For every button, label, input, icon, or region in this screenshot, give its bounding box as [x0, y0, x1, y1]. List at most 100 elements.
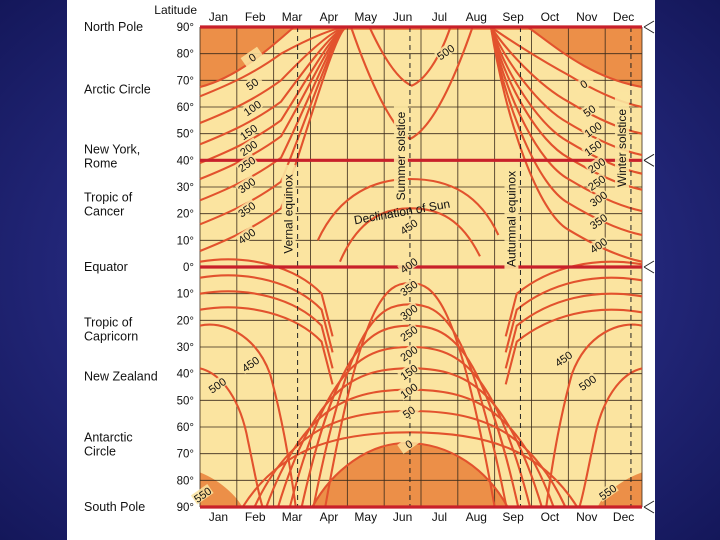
contour-line: [199, 25, 348, 146]
latitude-tick-label: 90°: [177, 22, 194, 34]
month-label-top: Dec: [613, 10, 634, 24]
slide: 0 50 100 150 200 250 300 350 400 500 450 400 350 300 2…: [67, 0, 655, 540]
contour-line: [199, 25, 348, 124]
event-label-text: Summer solstice: [394, 111, 408, 200]
event-label: Autumnal equinox: [504, 165, 519, 269]
month-label-bottom: Jun: [393, 510, 412, 524]
month-label-bottom: Feb: [245, 510, 266, 524]
contour-line: [489, 26, 643, 263]
latitude-tick-label: 10°: [177, 235, 194, 247]
contour-label-text: 50: [244, 76, 261, 93]
contour-line: [545, 323, 643, 508]
contour-line: [316, 177, 500, 241]
month-label-top: Jan: [209, 10, 228, 24]
month-label-top: Jul: [432, 10, 447, 24]
month-label-bottom: Oct: [541, 510, 560, 524]
pointer-mark: [643, 500, 655, 514]
month-label-bottom: Dec: [613, 510, 634, 524]
month-label-bottom: Mar: [282, 510, 303, 524]
month-label-bottom: Jan: [209, 510, 228, 524]
pointer-mark: [643, 260, 655, 274]
month-label-bottom: Sep: [502, 510, 524, 524]
event-label: Summer solstice: [393, 105, 408, 203]
month-label-bottom: Jul: [432, 510, 447, 524]
month-label-top: Apr: [320, 10, 339, 24]
contour-line: [199, 323, 297, 508]
month-label-top: Nov: [576, 10, 597, 24]
contour-line: [199, 25, 348, 98]
latitude-tick-label: 70°: [177, 449, 194, 461]
contour-label-text: 50: [401, 404, 418, 421]
event-label-text: Winter solstice: [615, 109, 629, 187]
month-label-top: Feb: [245, 10, 266, 24]
contour-line: [527, 26, 643, 89]
place-label: Equator: [84, 260, 128, 274]
month-label-bottom: Apr: [320, 510, 339, 524]
event-label: Winter solstice: [614, 92, 629, 189]
latitude-tick-label: 0°: [183, 262, 194, 274]
month-label-bottom: Nov: [576, 510, 597, 524]
month-label-bottom: Aug: [466, 510, 487, 524]
polar-night-region: [312, 443, 508, 507]
contour-line: [504, 308, 643, 385]
place-label: Tropic of Cancer: [84, 190, 133, 218]
month-label-top: Mar: [282, 10, 303, 24]
month-label-top: Aug: [466, 10, 487, 24]
event-label-text: Vernal equinox: [282, 174, 296, 253]
latitude-tick-label: 60°: [177, 102, 194, 114]
contour-line: [489, 26, 643, 237]
month-label-top: Jun: [393, 10, 412, 24]
insolation-chart: 0501001502002503003504005004504003503002…: [84, 3, 655, 524]
latitude-tick-label: 60°: [177, 422, 194, 434]
place-label: North Pole: [84, 20, 143, 34]
latitude-tick-label: 20°: [177, 209, 194, 221]
latitude-tick-label: 40°: [177, 369, 194, 381]
place-label: Arctic Circle: [84, 83, 151, 97]
contour-label-text: 50: [581, 103, 598, 120]
latitude-tick-label: 90°: [177, 502, 194, 514]
place-label: New Zealand: [84, 369, 158, 383]
contour-line: [199, 25, 348, 180]
latitude-tick-label: 80°: [177, 49, 194, 61]
place-label: Tropic of Capricorn: [84, 316, 138, 344]
contour-label: 0: [240, 46, 264, 68]
latitude-tick-label: 80°: [177, 475, 194, 487]
latitude-tick-label: 70°: [177, 75, 194, 87]
contour-line: [199, 25, 348, 164]
contour-line: [578, 367, 643, 508]
contour-label: 50: [240, 73, 264, 94]
month-label-top: May: [354, 10, 377, 24]
contour-line: [199, 290, 334, 369]
event-label: Vernal equinox: [281, 164, 296, 256]
contour-line: [199, 306, 334, 385]
place-label: South Pole: [84, 500, 145, 514]
contour-label-text: 0: [247, 52, 259, 65]
contour-label: 50: [397, 401, 420, 422]
contour-line: [504, 276, 643, 353]
contour-label: 50: [577, 100, 601, 121]
contour-line: [199, 274, 334, 353]
contour-line: [489, 26, 643, 213]
contour-line: [504, 292, 643, 369]
month-label-top: Sep: [502, 10, 524, 24]
high-insolation-region: [200, 472, 243, 507]
latitude-tick-label: 40°: [177, 155, 194, 167]
latitude-axis-title: Latitude: [154, 3, 197, 17]
event-label-text: Autumnal equinox: [504, 171, 518, 267]
contour-label: 0: [397, 433, 420, 454]
latitude-tick-label: 50°: [177, 395, 194, 407]
month-label-top: Oct: [541, 10, 560, 24]
contour-label: 0: [572, 73, 595, 94]
pointer-mark: [643, 20, 655, 34]
place-label: New York, Rome: [84, 142, 140, 170]
latitude-tick-label: 50°: [177, 129, 194, 141]
contour-label-text: 0: [403, 438, 415, 451]
polar-night-region: [527, 27, 642, 87]
latitude-tick-label: 10°: [177, 289, 194, 301]
month-label-bottom: May: [354, 510, 377, 524]
place-label: Antarctic Circle: [84, 430, 133, 458]
latitude-tick-label: 30°: [177, 342, 194, 354]
latitude-tick-label: 20°: [177, 315, 194, 327]
pointer-mark: [643, 153, 655, 167]
contour-label-text: 0: [578, 78, 590, 91]
